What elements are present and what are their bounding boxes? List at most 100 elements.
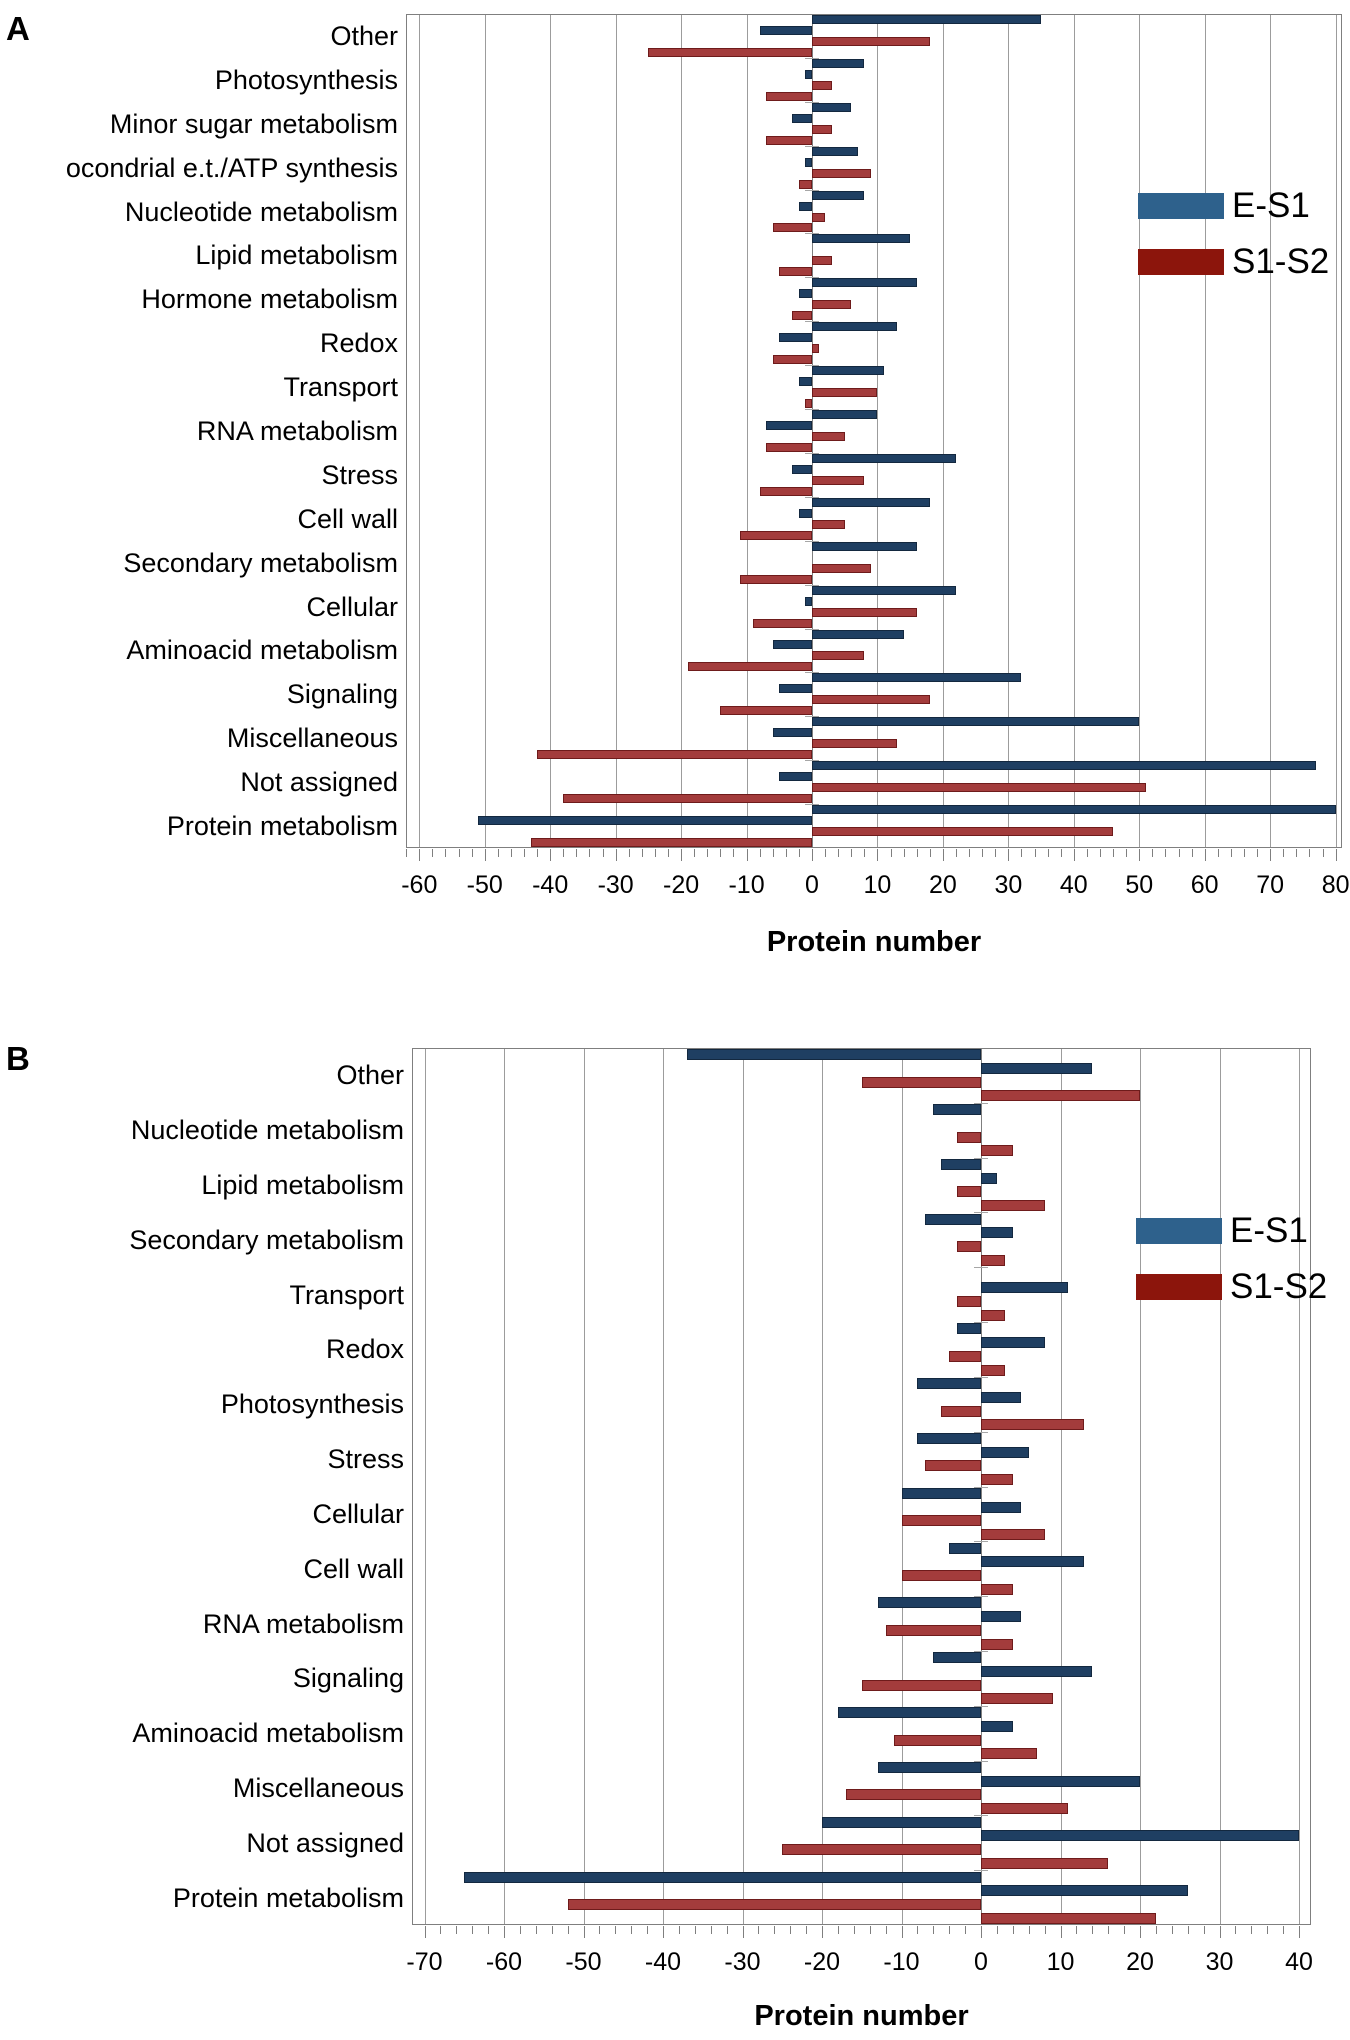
category-axis-tick — [805, 496, 819, 498]
x-tick-label: -10 — [883, 1948, 920, 1976]
bar-e-s1 — [798, 201, 812, 211]
bar-e-s1 — [766, 421, 812, 430]
x-axis-minor-tick — [1108, 1926, 1110, 1934]
x-axis-minor-tick — [790, 1926, 792, 1934]
x-axis-major-tick — [1204, 849, 1206, 861]
bar-s1-s2 — [981, 1638, 1013, 1650]
category-axis-tick — [805, 584, 819, 586]
category-axis-tick — [805, 628, 819, 630]
category-label: Stress — [327, 1444, 404, 1475]
x-axis-minor-tick — [933, 1926, 935, 1934]
category-label: Lipid metabolism — [195, 240, 398, 271]
x-tick-label: -40 — [532, 871, 569, 899]
x-axis-major-tick — [742, 1926, 744, 1938]
x-axis-minor-tick — [1012, 1926, 1014, 1934]
bar-e-s1 — [981, 1775, 1140, 1787]
x-axis-minor-tick — [1155, 1926, 1157, 1934]
x-axis-minor-tick — [524, 849, 526, 857]
bar-s1-s2 — [766, 91, 812, 101]
x-axis-minor-tick — [1217, 849, 1219, 857]
category-axis-tick — [805, 365, 819, 367]
x-axis-minor-tick — [720, 849, 722, 857]
bar-s1-s2 — [812, 388, 878, 398]
x-axis-minor-tick — [929, 849, 931, 857]
bar-e-s1 — [812, 58, 865, 68]
bar-e-s1 — [812, 190, 865, 200]
category-label: Protein metabolism — [172, 1882, 404, 1913]
x-tick-label: 30 — [1205, 1948, 1234, 1976]
x-axis-minor-tick — [631, 1926, 633, 1934]
x-tick-label: 20 — [928, 871, 957, 899]
x-axis-minor-tick — [1034, 849, 1036, 857]
bar-s1-s2 — [981, 1309, 1005, 1321]
bar-s1-s2 — [812, 827, 1114, 837]
x-axis-minor-tick — [1187, 1926, 1189, 1934]
x-tick-label: -30 — [597, 871, 634, 899]
bar-s1-s2 — [753, 618, 812, 628]
x-tick-label: -70 — [406, 1948, 443, 1976]
bar-e-s1 — [917, 1433, 981, 1445]
x-axis-minor-tick — [1126, 849, 1128, 857]
category-label: Cellular — [312, 1498, 404, 1529]
category-axis-tick — [974, 1760, 988, 1762]
bar-s1-s2 — [720, 706, 812, 716]
gridline — [1008, 14, 1010, 848]
bar-s1-s2 — [812, 475, 865, 485]
category-label: Nucleotide metabolism — [130, 1115, 404, 1146]
legend-label-s1-s2: S1-S2 — [1230, 1267, 1328, 1306]
bar-e-s1 — [464, 1871, 981, 1883]
bar-s1-s2 — [740, 530, 812, 540]
x-axis-minor-tick — [641, 849, 643, 857]
bar-e-s1 — [981, 1720, 1013, 1732]
category-axis-tick — [974, 1650, 988, 1652]
gridline — [942, 14, 944, 848]
bar-s1-s2 — [981, 1090, 1140, 1102]
x-tick-label: 20 — [1126, 1948, 1154, 1976]
x-axis-minor-tick — [497, 849, 499, 857]
x-axis-minor-tick — [694, 1926, 696, 1934]
bar-s1-s2 — [812, 212, 826, 222]
bar-s1-s2 — [812, 651, 865, 661]
bar-e-s1 — [759, 25, 812, 35]
category-axis-tick — [805, 145, 819, 147]
x-axis-minor-tick — [864, 849, 866, 857]
x-axis-minor-tick — [707, 849, 709, 857]
category-label: Miscellaneous — [226, 723, 398, 754]
gridline — [1073, 14, 1075, 848]
bar-s1-s2 — [772, 223, 812, 233]
gridline — [1219, 1048, 1221, 1925]
bar-e-s1 — [981, 1282, 1069, 1294]
bar-e-s1 — [941, 1158, 981, 1170]
x-axis-major-tick — [419, 849, 421, 861]
bar-s1-s2 — [812, 783, 1146, 793]
category-label: Redox — [319, 328, 398, 359]
bar-e-s1 — [917, 1378, 981, 1390]
bar-s1-s2 — [792, 311, 812, 321]
category-label: RNA metabolism — [196, 416, 398, 446]
plot-area-border — [406, 14, 1342, 848]
bar-e-s1 — [877, 1761, 981, 1773]
category-label: Signaling — [286, 679, 398, 710]
category-label: Signaling — [292, 1663, 404, 1694]
x-axis-minor-tick — [996, 1926, 998, 1934]
bar-s1-s2 — [772, 355, 812, 365]
bar-e-s1 — [686, 1049, 981, 1061]
bar-s1-s2 — [957, 1131, 981, 1143]
x-axis-minor-tick — [772, 849, 774, 857]
x-axis-minor-tick — [733, 849, 735, 857]
bar-s1-s2 — [981, 1803, 1069, 1815]
x-axis-major-tick — [1219, 1926, 1221, 1938]
bar-s1-s2 — [812, 344, 819, 354]
x-axis-minor-tick — [458, 849, 460, 857]
category-axis-tick — [974, 1267, 988, 1269]
x-axis-major-tick — [615, 849, 617, 861]
x-tick-label: 0 — [805, 871, 819, 899]
category-axis-tick — [974, 1815, 988, 1817]
bar-e-s1 — [812, 453, 956, 463]
x-axis-minor-tick — [890, 849, 892, 857]
x-axis-minor-tick — [726, 1926, 728, 1934]
x-axis-minor-tick — [1267, 1926, 1269, 1934]
x-axis-minor-tick — [535, 1926, 537, 1934]
bar-s1-s2 — [957, 1241, 981, 1253]
